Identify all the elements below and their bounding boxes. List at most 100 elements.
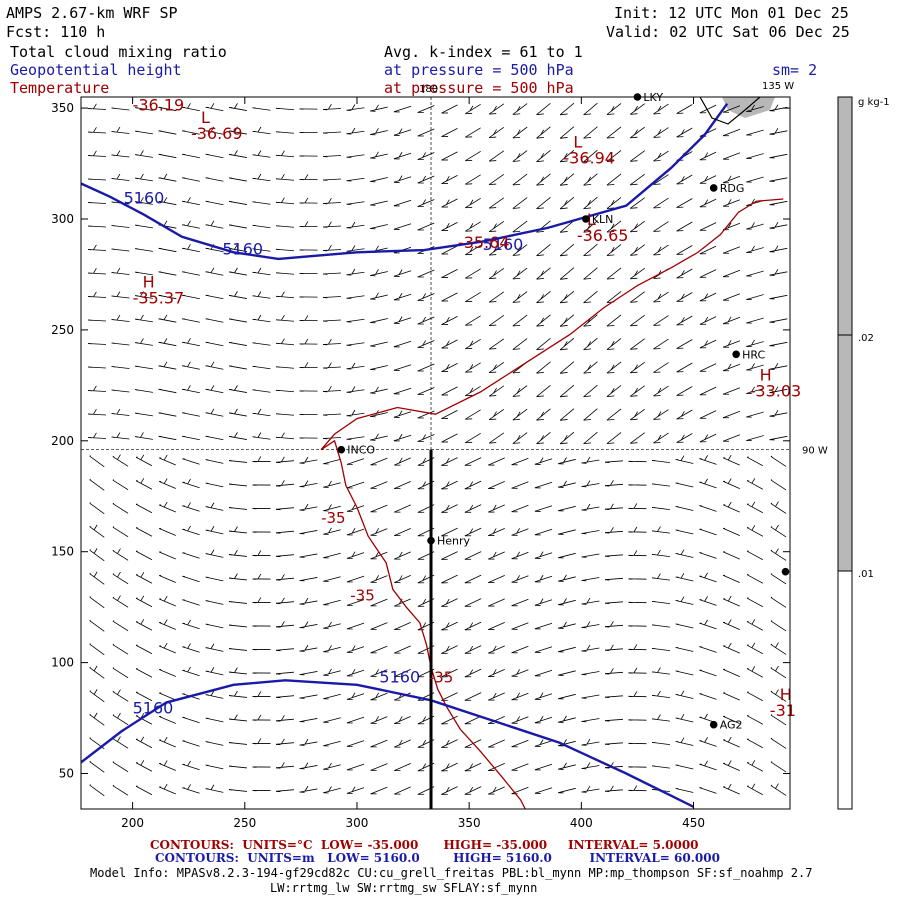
wind-barb-shaft (275, 554, 295, 557)
wind-barb-shaft (394, 645, 411, 654)
wind-barb-flag (89, 666, 91, 668)
wind-barb-flag (89, 455, 91, 457)
wind-barb-shaft (746, 503, 764, 514)
wind-barb-shaft (417, 316, 435, 325)
wind-barb-flag (210, 267, 215, 274)
wind-barb-flag (375, 551, 379, 558)
wind-barb-shaft (699, 198, 717, 208)
wind-barb-flag (116, 432, 121, 438)
wind-barb-flag (704, 713, 708, 720)
wind-barb-shaft (488, 127, 505, 138)
wind-barb-shaft (604, 460, 624, 463)
station-label: RDG (720, 182, 745, 195)
wind-barb-flag (563, 176, 568, 183)
wind-barb-shaft (604, 483, 624, 487)
wind-barb-shaft (581, 506, 600, 511)
extremum-value: -36.69 (191, 124, 243, 143)
wind-barb-shaft (606, 291, 622, 303)
wind-barb-shaft (135, 597, 153, 608)
wind-barb-shaft (722, 340, 741, 348)
extremum-marker: H (780, 685, 792, 704)
extremum-marker: H (143, 272, 155, 291)
wind-barb-flag (328, 645, 332, 651)
extremum-marker: H (760, 365, 772, 384)
wind-barb-shaft (135, 715, 153, 725)
wind-barb-shaft (536, 126, 551, 139)
y-tick-label: 100 (51, 656, 74, 670)
wind-barb-shaft (465, 291, 481, 303)
wind-barb-flag (304, 621, 309, 627)
legend-prefix: CONTOURS: (155, 851, 239, 865)
wind-barb-flag (140, 595, 145, 602)
wind-barb-shaft (346, 599, 365, 606)
wind-barb-shaft (723, 763, 740, 771)
wind-barb-flag (445, 504, 450, 511)
wind-barb-flag (727, 222, 732, 228)
wind-barb-flag (751, 245, 755, 252)
wind-barb-shaft (512, 338, 528, 350)
wind-barb-flag (163, 173, 168, 180)
wind-barb-shaft (322, 296, 342, 298)
wind-barb-shaft (275, 671, 295, 675)
wind-barb-shaft (512, 126, 528, 139)
wind-barb-flag (398, 551, 403, 558)
wind-barb-shaft (653, 103, 669, 115)
wind-barb-flag (163, 220, 168, 227)
wind-barb-flag (583, 184, 592, 186)
wind-barb-shaft (205, 247, 224, 253)
wind-barb-flag (560, 372, 568, 374)
wind-barb-flag (630, 395, 638, 397)
wind-barb-shaft (182, 247, 200, 253)
temperature-contour-line (320, 198, 784, 451)
wind-barb-shaft (534, 552, 553, 559)
wind-barb-shaft (393, 411, 412, 418)
wind-barb-flag (328, 621, 332, 628)
wind-barb-shaft (769, 365, 788, 370)
wind-barb-flag (445, 739, 450, 746)
wind-barb-flag (375, 669, 379, 675)
wind-barb-shaft (581, 788, 600, 793)
wind-barb-shaft (581, 577, 600, 581)
wind-barb-flag (680, 573, 685, 579)
wind-barb-flag (540, 176, 545, 182)
wind-barb-flag (610, 341, 615, 347)
wind-barb-shaft (558, 717, 576, 723)
wind-barb-shaft (676, 339, 693, 349)
wind-barb-shaft (581, 741, 600, 746)
wind-barb-flag (751, 525, 756, 531)
wind-barb-flag (560, 231, 568, 233)
wind-barb-shaft (275, 765, 295, 769)
wind-barb-flag (633, 644, 638, 650)
wind-barb-shaft (370, 786, 388, 795)
wind-barb-shaft (464, 551, 482, 560)
wind-barb-shaft (488, 291, 505, 303)
wind-barb-shaft (676, 409, 693, 420)
wind-barb-shaft (630, 150, 645, 162)
wind-barb-shaft (135, 574, 153, 584)
wind-barb-flag (751, 222, 755, 228)
wind-barb-shaft (488, 457, 505, 466)
wind-barb-flag (606, 348, 615, 351)
wind-barb-shaft (417, 199, 435, 207)
wind-barb-shaft (417, 152, 435, 160)
wind-barb-shaft (135, 527, 153, 537)
wind-barb-shaft (675, 529, 694, 535)
wind-barb-flag (512, 442, 521, 444)
wind-barb-flag (539, 739, 544, 745)
wind-barb-flag (304, 338, 309, 345)
wind-barb-flag (512, 277, 521, 280)
wind-barb-flag (422, 575, 427, 581)
wind-barb-shaft (441, 527, 458, 537)
wind-barb-shaft (205, 365, 224, 370)
wind-barb-flag (469, 199, 474, 206)
wind-barb-shaft (583, 220, 598, 233)
wind-barb-shaft (135, 785, 153, 796)
wind-barb-shaft (393, 223, 412, 230)
wind-barb-shaft (182, 787, 200, 794)
wind-barb-shaft (275, 507, 295, 510)
wind-barb-shaft (465, 221, 481, 232)
wind-barb-shaft (558, 505, 576, 512)
wind-barb-shaft (205, 106, 224, 112)
wind-barb-flag (89, 549, 91, 551)
wind-barb-shaft (464, 480, 482, 490)
